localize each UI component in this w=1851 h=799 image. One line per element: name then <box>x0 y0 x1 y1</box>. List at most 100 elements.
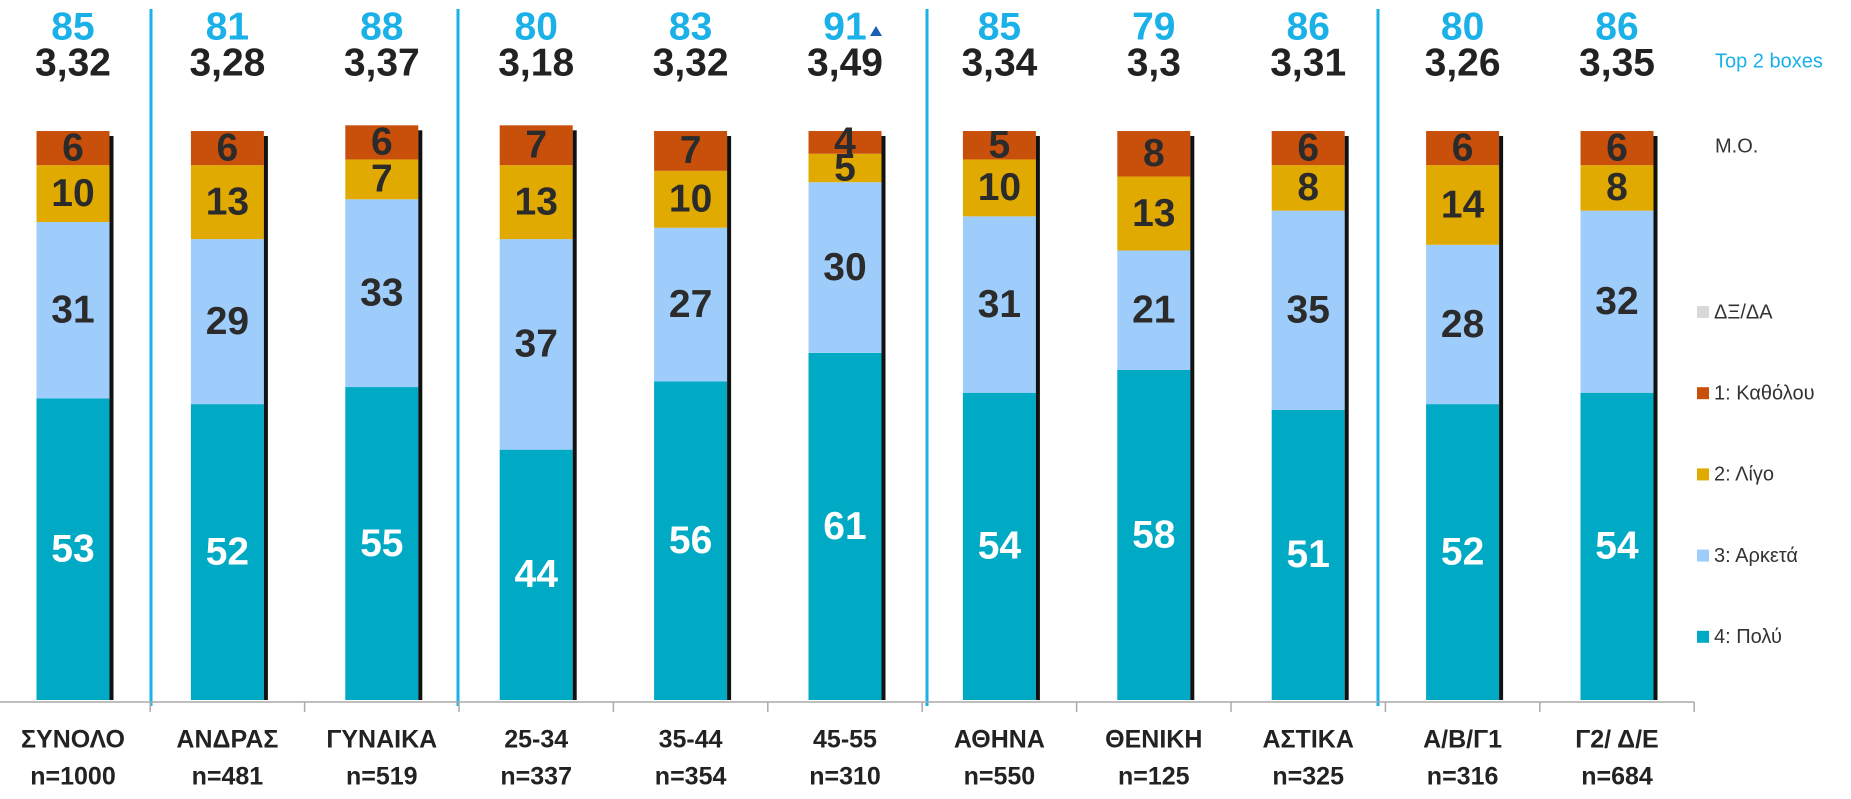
data-label: 10 <box>978 166 1021 209</box>
legend-swatch <box>1697 387 1709 400</box>
bar-shadow <box>1344 136 1349 700</box>
bar-segment <box>808 153 882 183</box>
data-label: 53 <box>51 528 94 571</box>
bar-segment <box>808 131 882 154</box>
bar-segment <box>962 131 1036 160</box>
data-label: 7 <box>525 124 547 167</box>
data-label: 31 <box>51 289 94 332</box>
bar-segment <box>1426 244 1500 405</box>
mean-value: 3,32 <box>35 41 111 84</box>
legend-label: 2: Λίγο <box>1714 464 1774 486</box>
bar-segment <box>1117 176 1191 251</box>
data-label: 13 <box>515 180 558 223</box>
bar-segment <box>190 131 264 166</box>
bar-shadow <box>727 136 732 700</box>
bar-shadow <box>1653 136 1658 700</box>
data-label: 28 <box>1441 303 1484 346</box>
legend-label: 4: Πολύ <box>1714 626 1782 648</box>
bar-segment <box>1580 210 1654 393</box>
data-label: 44 <box>515 553 559 596</box>
x-base-label: n=354 <box>655 763 727 791</box>
data-label: 27 <box>669 283 712 326</box>
data-label: 7 <box>680 129 702 172</box>
data-label: 54 <box>1595 525 1639 568</box>
data-label: 13 <box>206 180 249 223</box>
x-tick-label: ΣΥΝΟΛΟ <box>21 726 125 754</box>
data-label: 55 <box>360 522 403 565</box>
top2-value: 79 <box>1132 5 1175 48</box>
data-label: 6 <box>1606 126 1628 169</box>
top2-value: 85 <box>978 5 1021 48</box>
data-label: 54 <box>978 525 1022 568</box>
data-label: 51 <box>1287 533 1330 576</box>
mean-value: 3,18 <box>498 41 574 84</box>
bar-shadow <box>1499 136 1504 700</box>
data-label: 10 <box>669 178 712 221</box>
mean-value: 3,28 <box>189 41 265 84</box>
legend-swatch <box>1697 468 1709 481</box>
legend-swatch <box>1697 549 1709 562</box>
top2-value: 88 <box>360 5 403 48</box>
bar-segment <box>654 170 728 228</box>
x-base-label: n=684 <box>1581 763 1653 791</box>
bar-shadow <box>418 130 423 700</box>
data-label: 6 <box>1297 126 1319 169</box>
bar-shadow <box>263 136 268 700</box>
data-label: 6 <box>371 121 393 164</box>
bar-segment <box>345 159 419 200</box>
bar-shadow <box>109 136 114 700</box>
data-label: 52 <box>1441 530 1484 573</box>
top2-value: 81 <box>206 5 249 48</box>
data-label: 4 <box>834 121 856 164</box>
bar-segment <box>654 131 728 171</box>
top2-value: 86 <box>1595 5 1638 48</box>
x-tick-label: Α/Β/Γ1 <box>1423 726 1502 754</box>
data-label: 37 <box>515 323 558 366</box>
bar-segment <box>499 449 573 700</box>
x-tick-label: Γ2/ Δ/Ε <box>1575 726 1658 754</box>
bar-segment <box>962 159 1036 217</box>
mean-value: 3,34 <box>961 41 1037 84</box>
data-label: 32 <box>1595 280 1638 323</box>
mean-value: 3,35 <box>1579 41 1655 84</box>
top2-value: 80 <box>1441 5 1484 48</box>
bar-segment <box>1271 409 1345 700</box>
data-label: 6 <box>217 126 239 169</box>
bar-segment <box>1117 250 1191 370</box>
bar-segment <box>36 222 110 399</box>
top2-label: Top 2 boxes <box>1715 50 1823 72</box>
top2-value: 91 <box>823 5 866 48</box>
bar-segment <box>1426 404 1500 700</box>
data-label: 52 <box>206 530 249 573</box>
legend-swatch <box>1697 630 1709 643</box>
mean-label: M.O. <box>1715 135 1758 157</box>
significance-marker <box>870 26 882 36</box>
legend-label: 3: Αρκετά <box>1714 545 1798 567</box>
data-label: 7 <box>371 158 393 201</box>
data-label: 5 <box>989 124 1011 167</box>
x-base-label: n=325 <box>1272 763 1344 791</box>
bar-segment <box>345 199 419 388</box>
legend-label: 1: Καθόλου <box>1714 382 1815 404</box>
bar-segment <box>1580 392 1654 700</box>
bar-segment <box>1580 131 1654 166</box>
data-label: 61 <box>823 505 866 548</box>
x-tick-label: ΑΝΔΡΑΣ <box>176 726 278 754</box>
x-base-label: n=125 <box>1118 763 1190 791</box>
bar-segment <box>190 239 264 405</box>
bar-segment <box>190 404 264 700</box>
bar-segment <box>1426 131 1500 166</box>
x-base-label: n=481 <box>192 763 264 791</box>
data-label: 13 <box>1132 192 1175 235</box>
data-label: 8 <box>1297 166 1319 209</box>
bar-segment <box>1271 210 1345 410</box>
x-base-label: n=519 <box>346 763 418 791</box>
legend-label: ΔΞ/ΔΑ <box>1714 301 1773 323</box>
bar-shadow <box>572 130 577 700</box>
bar-shadow <box>1190 136 1195 700</box>
top2-value: 80 <box>515 5 558 48</box>
bar-segment <box>36 165 110 223</box>
mean-value: 3,49 <box>807 41 883 84</box>
data-label: 14 <box>1441 183 1485 226</box>
data-label: 6 <box>62 126 84 169</box>
